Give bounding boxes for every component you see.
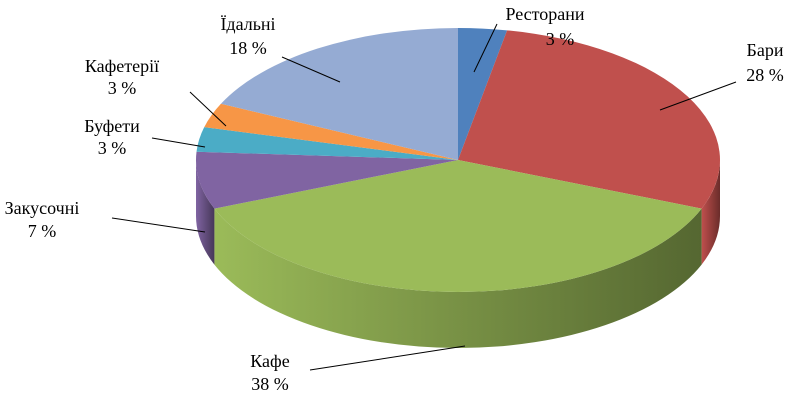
slice-side bbox=[196, 160, 215, 265]
slice-label: Закусочні bbox=[5, 198, 80, 218]
slice bbox=[214, 160, 702, 293]
slice bbox=[196, 127, 458, 160]
slice bbox=[204, 103, 458, 160]
leader-line bbox=[151, 137, 206, 148]
slice-label: Буфети bbox=[84, 116, 140, 136]
leader-line bbox=[189, 91, 227, 127]
value-label: 7 % bbox=[28, 221, 57, 241]
slice-label: Ресторани bbox=[505, 4, 584, 24]
slice-label: Кафетерії bbox=[85, 56, 159, 76]
leader-line bbox=[473, 23, 498, 73]
slice bbox=[458, 30, 721, 209]
value-label: 38 % bbox=[251, 374, 289, 394]
slice-side bbox=[701, 160, 720, 265]
slice-label: Кафе bbox=[250, 351, 289, 371]
slice bbox=[196, 151, 459, 209]
leader-line bbox=[659, 81, 737, 111]
slice-side bbox=[214, 208, 702, 349]
value-label: 3 % bbox=[98, 138, 127, 158]
slice bbox=[220, 28, 458, 160]
slice-label: Бари bbox=[747, 40, 784, 60]
value-label: 28 % bbox=[746, 65, 784, 85]
slice bbox=[458, 28, 508, 160]
leader-line bbox=[111, 217, 206, 233]
slice-label: Їдальні bbox=[220, 14, 275, 34]
value-label: 18 % bbox=[229, 38, 267, 58]
leader-line bbox=[309, 345, 466, 371]
value-label: 3 % bbox=[108, 78, 137, 98]
leader-line bbox=[281, 56, 341, 83]
value-label: 3 % bbox=[546, 29, 575, 49]
